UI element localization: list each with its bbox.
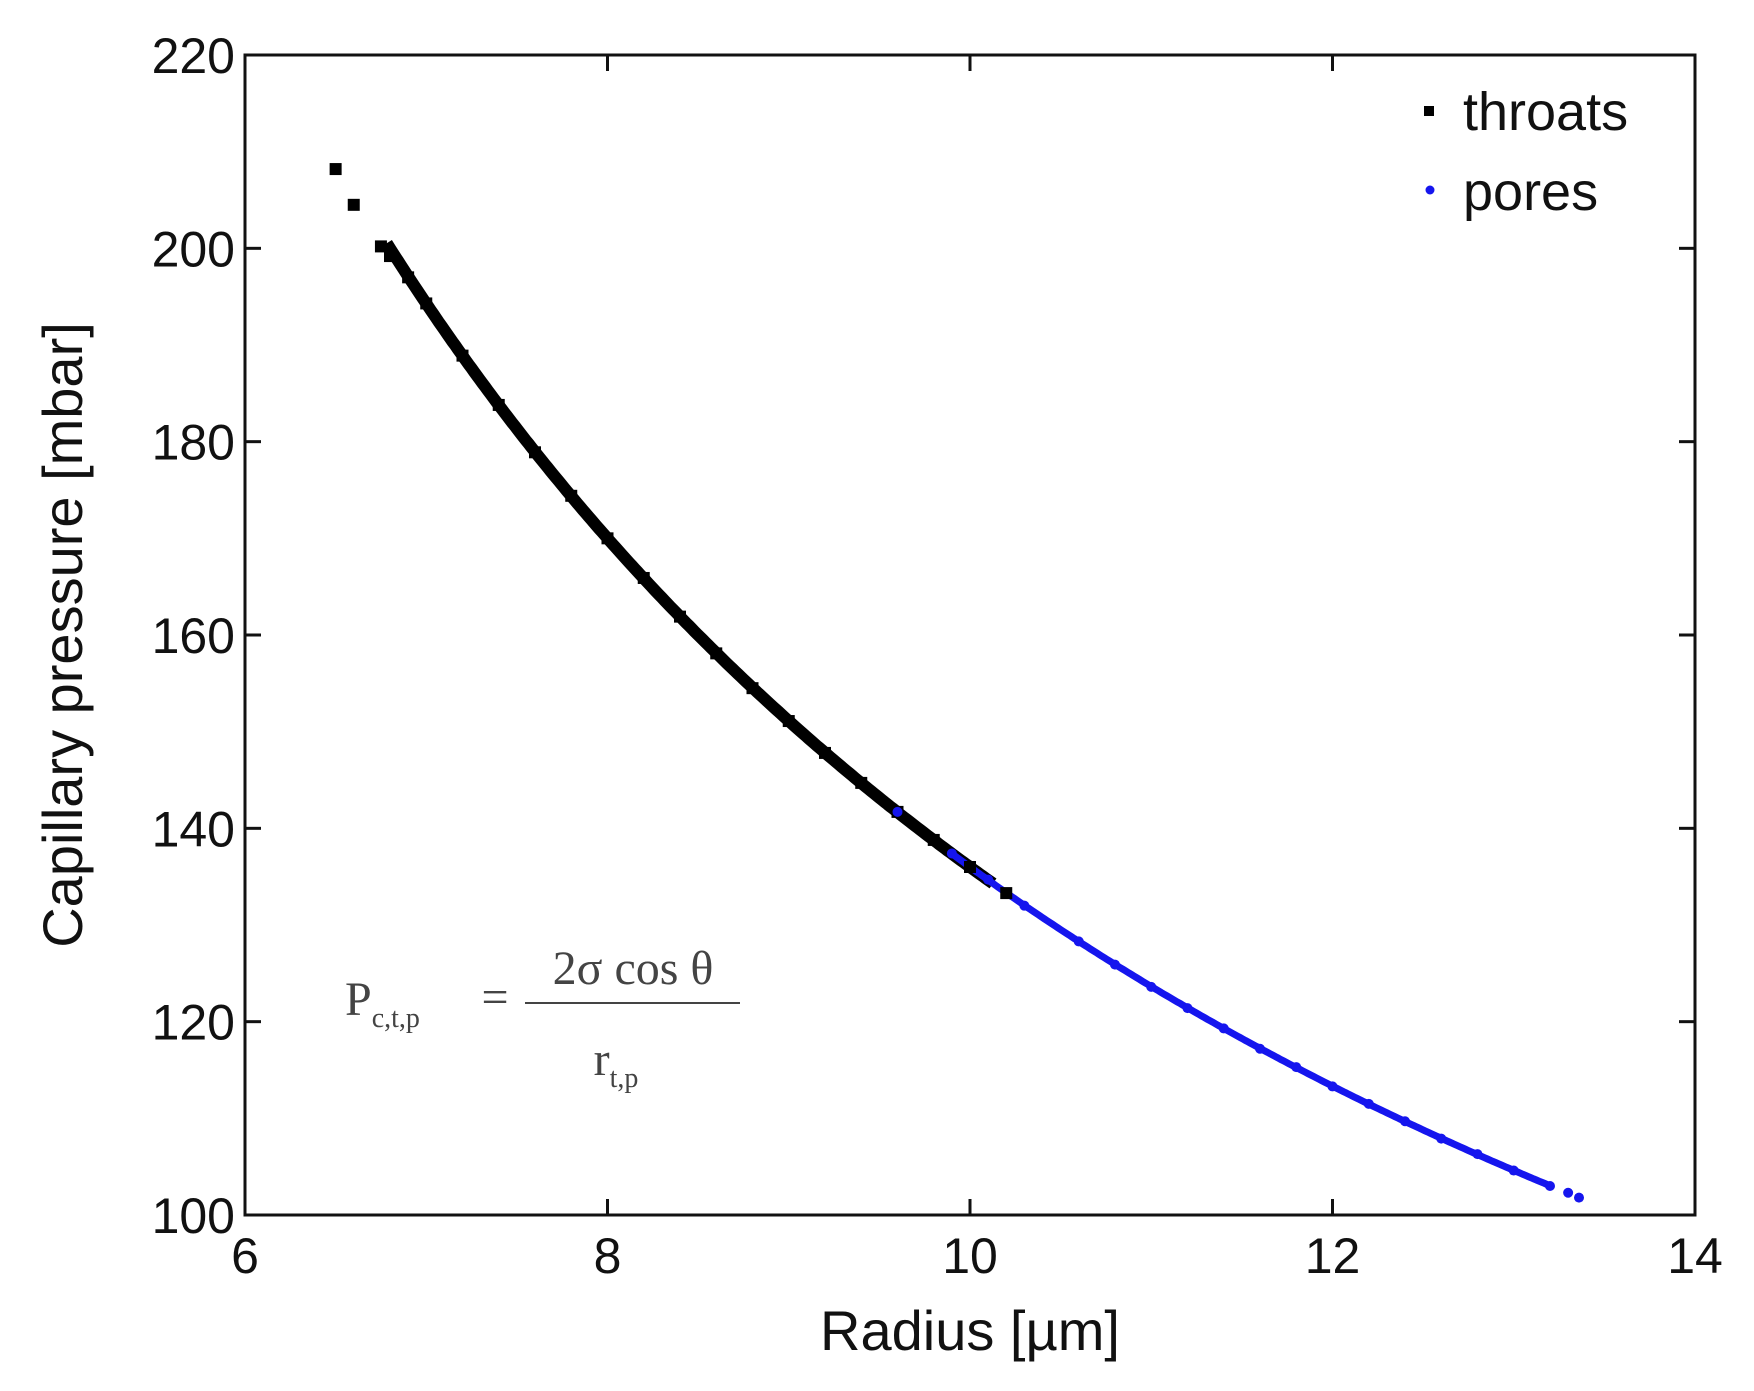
- legend-label-pores: pores: [1463, 162, 1598, 222]
- equation-denominator: r: [594, 1033, 610, 1086]
- pore-point: [1472, 1149, 1483, 1160]
- legend: throats pores: [1424, 82, 1628, 222]
- pore-point: [1400, 1116, 1410, 1127]
- throat-point: [927, 833, 940, 846]
- pore-point: [1182, 1003, 1193, 1014]
- pore-point: [1110, 959, 1120, 970]
- legend-marker-throats: [1424, 106, 1434, 116]
- throat-point: [384, 250, 396, 263]
- equation-numerator: 2σ cos θ: [553, 942, 714, 995]
- pore-point: [1563, 1187, 1574, 1198]
- throat-point: [601, 532, 614, 545]
- pore-point: [1218, 1023, 1229, 1034]
- x-tick-label: 12: [1305, 1228, 1361, 1284]
- x-axis-label: Radius [µm]: [820, 1299, 1120, 1362]
- legend-marker-pores: [1425, 185, 1435, 195]
- throat-point: [746, 682, 759, 695]
- throat-point: [819, 746, 831, 759]
- tick-labels: 6 8 10 12 14 100 120 140 160 180 200 220: [152, 28, 1723, 1284]
- throat-point: [782, 715, 795, 728]
- throat-point: [529, 446, 541, 459]
- equation-lhs: P: [345, 973, 372, 1026]
- pore-point: [1146, 981, 1157, 992]
- throat-point: [402, 271, 415, 284]
- pore-point: [983, 874, 994, 885]
- pore-point: [1545, 1181, 1555, 1191]
- pore-point: [892, 806, 903, 817]
- y-tick-label: 160: [152, 608, 235, 664]
- y-tick-label: 120: [152, 995, 235, 1051]
- y-tick-label: 180: [152, 415, 235, 471]
- throat-point: [420, 297, 433, 310]
- equation-annotation: Pc,t,p = 2σ cos θ rt,p: [345, 942, 740, 1094]
- pore-point: [946, 848, 957, 859]
- throat-point: [492, 398, 505, 411]
- equation-equals: =: [481, 971, 508, 1024]
- throat-point: [855, 776, 868, 789]
- svg-text:rt,p: rt,p: [594, 1033, 639, 1094]
- y-tick-label: 200: [152, 221, 235, 277]
- pore-point: [1363, 1098, 1374, 1109]
- throat-point: [456, 349, 469, 362]
- throat-point: [347, 198, 360, 211]
- axes-frame: [243, 53, 1697, 1217]
- throat-point: [674, 610, 686, 623]
- throat-point: [565, 489, 578, 502]
- y-tick-label: 220: [152, 28, 235, 84]
- pore-point: [1255, 1043, 1265, 1054]
- throat-point: [1000, 887, 1013, 900]
- throat-point: [329, 163, 342, 176]
- pore-point: [1019, 900, 1030, 911]
- pore-point: [1574, 1192, 1584, 1203]
- throat-point: [710, 647, 723, 660]
- throat-point: [374, 240, 387, 253]
- throat-point: [637, 571, 650, 584]
- y-axis-label: Capillary pressure [mbar]: [31, 322, 94, 948]
- equation-denominator-subscript: t,p: [610, 1063, 639, 1094]
- y-tick-label: 100: [152, 1188, 235, 1244]
- pore-point: [1073, 936, 1084, 947]
- legend-label-throats: throats: [1463, 82, 1628, 142]
- pore-point: [1291, 1062, 1302, 1073]
- throats-band: [381, 240, 997, 889]
- pores-band: [947, 848, 1555, 1191]
- pore-point: [1436, 1133, 1447, 1144]
- throat-point: [964, 861, 976, 873]
- pore-point: [1327, 1081, 1338, 1092]
- pore-point: [1508, 1165, 1519, 1176]
- svg-text:Pc,t,p: Pc,t,p: [345, 973, 420, 1034]
- x-tick-label: 10: [942, 1228, 998, 1284]
- y-tick-label: 140: [152, 801, 235, 857]
- points-layer: [329, 163, 1584, 1203]
- x-tick-label: 6: [231, 1228, 259, 1284]
- equation-lhs-subscript: c,t,p: [372, 1003, 420, 1034]
- x-tick-label: 8: [594, 1228, 622, 1284]
- plot-area: [245, 55, 1695, 1215]
- curve-layer: [381, 240, 1555, 1191]
- x-tick-label: 14: [1667, 1228, 1723, 1284]
